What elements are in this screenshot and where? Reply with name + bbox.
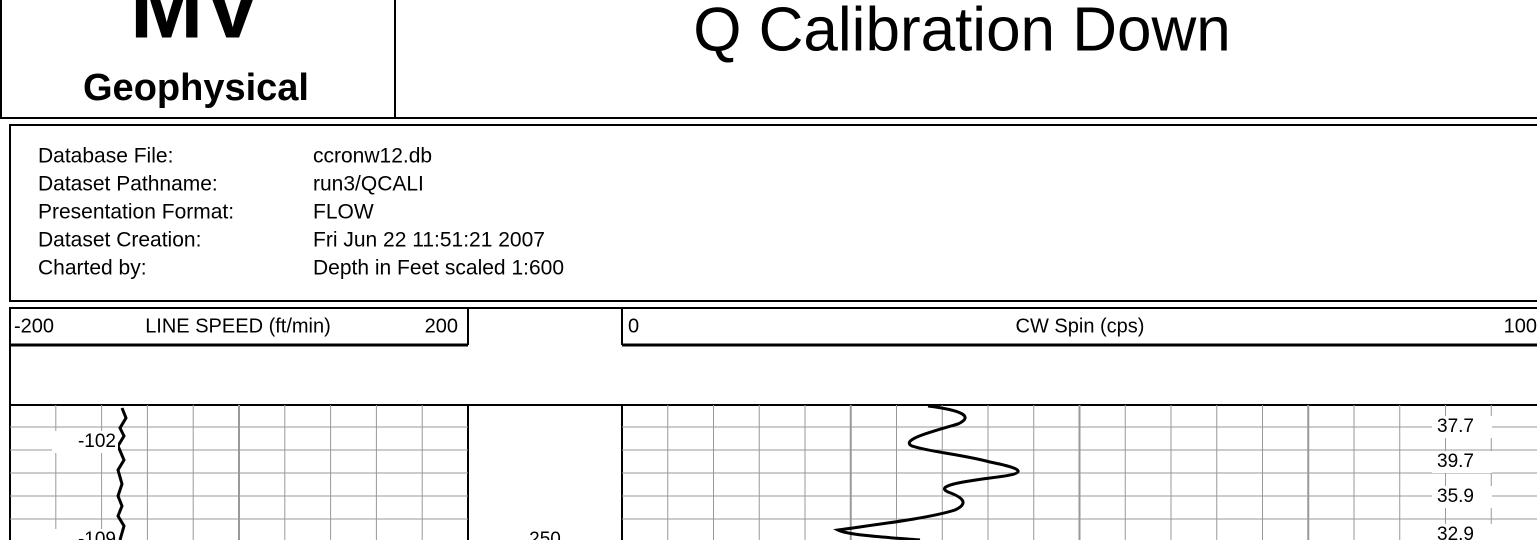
info-box: [9, 124, 1537, 302]
header-box: [0, 0, 1537, 119]
info-value: FLOW: [313, 201, 374, 224]
right-max: 100: [1504, 315, 1537, 337]
info-value: ccronw12.db: [313, 145, 432, 168]
logo-mv: MV: [130, 0, 262, 56]
right-min: 0: [628, 315, 639, 337]
label-bg: [1432, 416, 1492, 438]
label-bg: [52, 529, 118, 540]
curve-labels: -102 -109 250 37.7 39.7 35.9 32.9: [52, 416, 1492, 540]
depth-label: 250: [529, 529, 561, 540]
label-bg: [520, 529, 572, 540]
info-value: Depth in Feet scaled 1:600: [313, 257, 564, 280]
left-name: LINE SPEED (ft/min): [145, 315, 331, 337]
cw-spin-curve: [833, 404, 1020, 540]
grid: [10, 405, 1537, 540]
line-speed-label: -102: [78, 431, 116, 452]
info-label: Database File:: [38, 145, 173, 168]
label-bg: [1432, 451, 1492, 473]
track-headers: -200 LINE SPEED (ft/min) 200 0 CW Spin (…: [14, 315, 1537, 337]
info-value: run3/QCALI: [313, 173, 424, 196]
line-speed-curve: [116, 407, 128, 540]
info-label: Charted by:: [38, 257, 147, 280]
page-title: Q Calibration Down: [693, 0, 1231, 64]
info-label: Presentation Format:: [38, 201, 234, 224]
logo-text: Geophysical: [83, 67, 309, 109]
label-bg: [1432, 524, 1492, 540]
cw-spin-label: 37.7: [1437, 416, 1474, 437]
label-bg: [1432, 486, 1492, 508]
track-header-box: [9, 307, 1537, 406]
left-max: 200: [425, 315, 458, 337]
info-value: Fri Jun 22 11:51:21 2007: [313, 229, 545, 252]
cw-spin-label: 39.7: [1437, 451, 1474, 472]
info-label: Dataset Pathname:: [38, 173, 218, 196]
line-speed-label: -109: [78, 529, 116, 540]
cw-spin-label: 35.9: [1437, 486, 1474, 507]
label-bg: [52, 431, 118, 453]
cw-spin-label: 32.9: [1437, 524, 1474, 540]
left-min: -200: [14, 315, 54, 337]
info-table: Database File: ccronw12.db Dataset Pathnam…: [38, 145, 564, 280]
right-name: CW Spin (cps): [1016, 315, 1145, 337]
info-label: Dataset Creation:: [38, 229, 201, 252]
